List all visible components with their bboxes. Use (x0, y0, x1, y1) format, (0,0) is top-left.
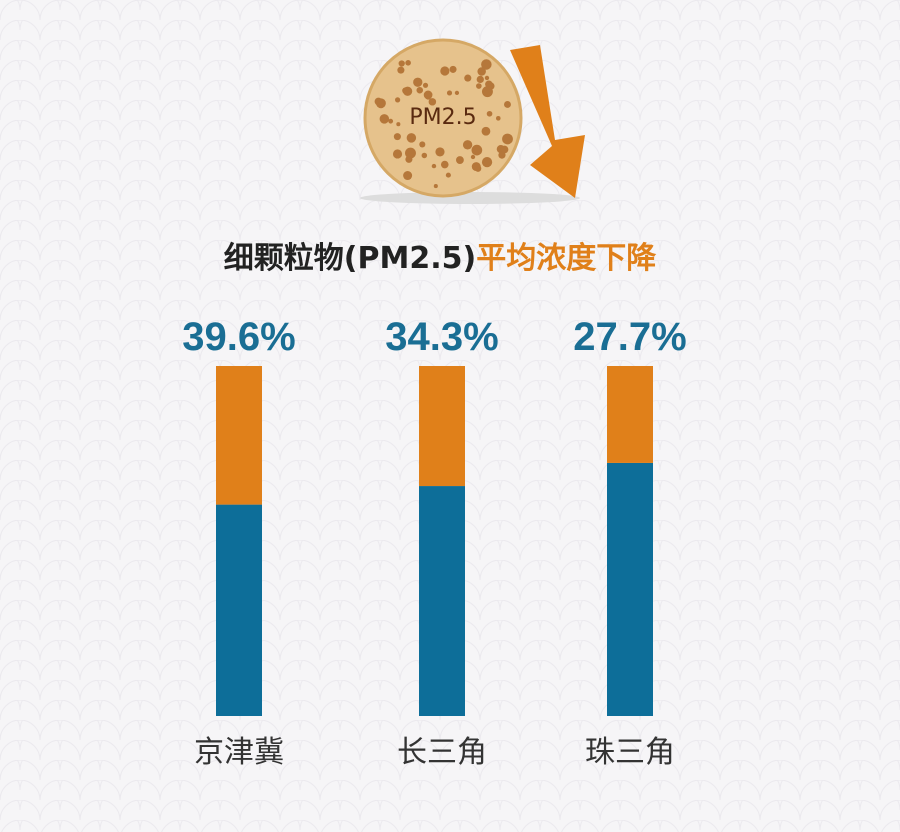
dot (470, 154, 476, 160)
dot (379, 114, 390, 124)
illustration: PM2.5 (360, 38, 585, 204)
bar-segment (216, 366, 262, 505)
dot (421, 152, 428, 159)
dot (481, 126, 491, 136)
x-tick-label: 京津冀 (194, 735, 284, 770)
dot (405, 60, 411, 66)
dot (471, 162, 481, 172)
dot (481, 86, 493, 98)
dot (428, 98, 437, 106)
dot (405, 147, 416, 159)
shadow (360, 192, 580, 204)
value-label: 27.7% (573, 315, 686, 359)
dot (440, 66, 450, 76)
dot (502, 133, 513, 145)
dot (374, 97, 383, 106)
dot (423, 90, 433, 100)
dot (481, 59, 492, 70)
dot (406, 133, 417, 143)
dot (446, 90, 453, 96)
dot (504, 100, 511, 108)
dot (495, 116, 501, 121)
dot (422, 82, 429, 88)
value-label: 39.6% (182, 315, 295, 359)
chart-title: 细颗粒物(PM2.5)平均浓度下降 (224, 241, 657, 276)
title-part: 细颗粒物(PM2.5) (224, 241, 476, 276)
dot (462, 140, 473, 150)
dot (476, 83, 482, 89)
bar-segment (419, 486, 465, 716)
dot (388, 118, 394, 124)
dot (433, 184, 438, 189)
dot (419, 141, 426, 148)
dot (392, 149, 403, 159)
value-label: 34.3% (385, 315, 498, 359)
bar-segment (607, 366, 653, 463)
dot (500, 145, 509, 154)
dot (403, 170, 413, 181)
dot (464, 74, 472, 82)
dot (397, 66, 405, 74)
dot (486, 110, 493, 117)
dot (481, 156, 493, 168)
dot (402, 87, 409, 94)
dot (484, 75, 490, 81)
dot (413, 77, 423, 87)
bar-segment (607, 462, 653, 716)
dot (471, 144, 483, 156)
x-tick-label: 珠三角 (585, 735, 675, 770)
dot (476, 75, 484, 84)
dot (454, 90, 460, 95)
dot (398, 60, 405, 67)
dot (394, 97, 401, 103)
dot (416, 86, 424, 94)
dot (393, 133, 401, 141)
dot (431, 163, 437, 169)
dot (440, 160, 449, 169)
bar-segment (419, 366, 465, 487)
x-tick-label: 长三角 (397, 735, 487, 770)
arrow (510, 45, 585, 198)
badge: PM2.5 (409, 105, 476, 130)
title-part: 平均浓度下降 (476, 241, 657, 276)
dot (396, 122, 401, 127)
dot (445, 172, 451, 178)
bar-segment (216, 504, 262, 716)
dot (477, 67, 486, 76)
dot (435, 147, 445, 157)
dot (449, 65, 457, 73)
dot (455, 156, 464, 164)
